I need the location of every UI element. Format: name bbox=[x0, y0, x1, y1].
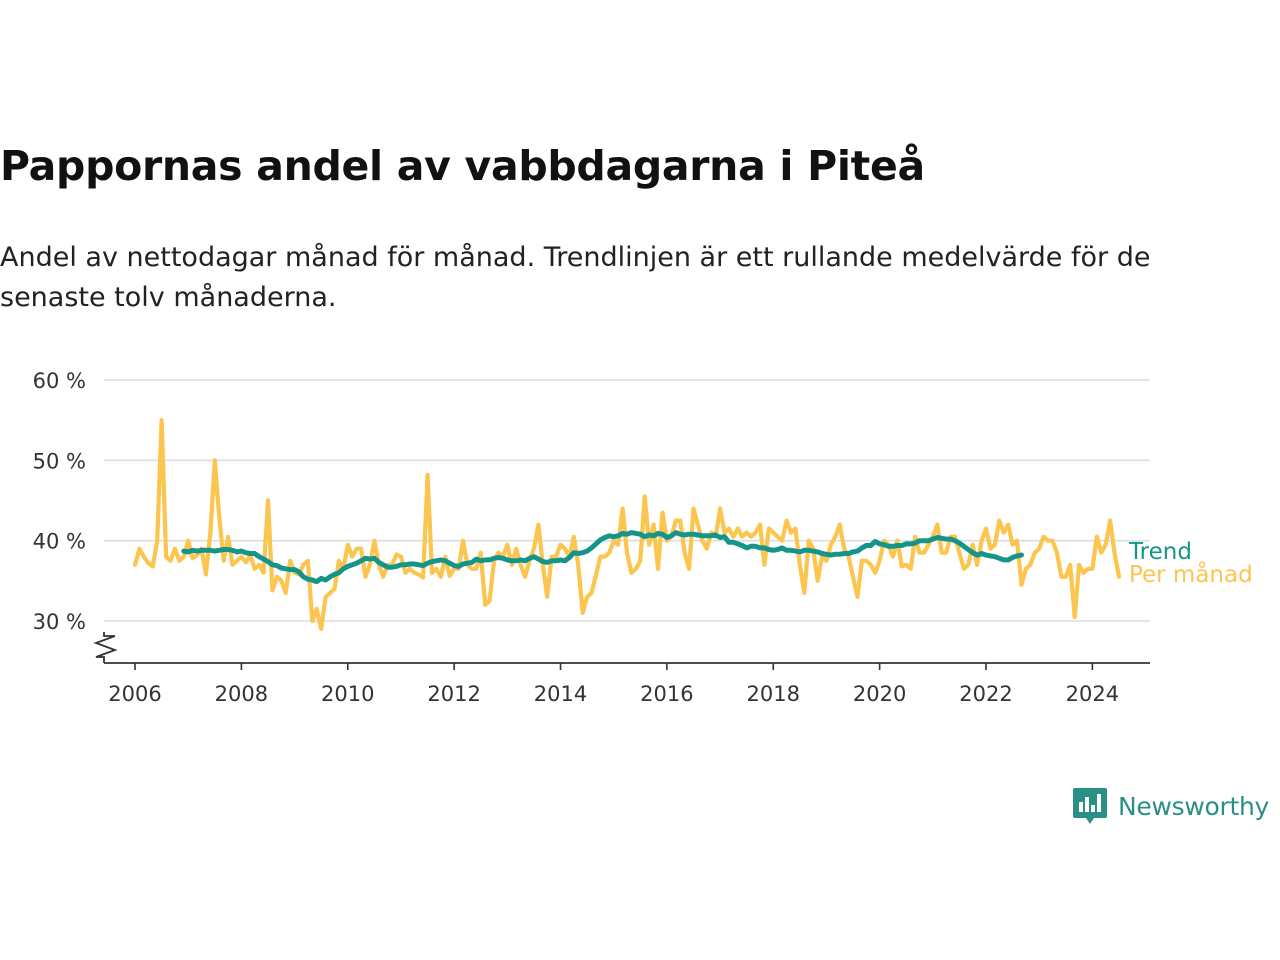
monthly-series-label: Per månad bbox=[1129, 560, 1253, 588]
chart-subtitle: Andel av nettodagar månad för månad. Tre… bbox=[0, 242, 1151, 313]
series-lines bbox=[132, 418, 1122, 632]
trend-series-line bbox=[181, 530, 1024, 585]
x-tick-label: 2010 bbox=[321, 682, 374, 706]
x-tick-label: 2014 bbox=[534, 682, 587, 706]
x-tick-label: 2024 bbox=[1066, 682, 1119, 706]
axis-break-icon bbox=[93, 632, 118, 663]
line-chart: 30 % 40 % 50 % 60 % 2006 2008 2010 2012 2014 201… bbox=[33, 369, 1253, 706]
grid-lines bbox=[104, 379, 1150, 622]
y-tick-label: 60 % bbox=[33, 369, 86, 393]
y-tick-label: 40 % bbox=[33, 530, 86, 554]
y-tick-label: 30 % bbox=[33, 610, 86, 634]
bar-chart-icon bbox=[1073, 788, 1107, 824]
x-axis-tick-labels: 2006 2008 2010 2012 2014 2016 2018 2020 2022 2024 bbox=[108, 663, 1119, 706]
x-tick-label: 2018 bbox=[747, 682, 800, 706]
monthly-series-line bbox=[132, 418, 1122, 632]
x-tick-label: 2012 bbox=[427, 682, 480, 706]
trend-series-label: Trend bbox=[1128, 539, 1192, 565]
chart-title: Pappornas andel av vabbdagarna i Piteå bbox=[0, 142, 925, 190]
logo-text: Newsworthy bbox=[1118, 791, 1270, 821]
x-axis bbox=[93, 632, 1150, 664]
x-tick-label: 2020 bbox=[853, 682, 906, 706]
x-tick-label: 2016 bbox=[640, 682, 693, 706]
y-tick-label: 50 % bbox=[33, 449, 86, 473]
x-tick-label: 2022 bbox=[959, 682, 1012, 706]
y-axis-tick-labels: 30 % 40 % 50 % 60 % bbox=[33, 369, 86, 634]
x-tick-label: 2008 bbox=[215, 682, 268, 706]
x-tick-label: 2006 bbox=[108, 682, 161, 706]
newsworthy-logo: Newsworthy bbox=[1072, 786, 1269, 826]
